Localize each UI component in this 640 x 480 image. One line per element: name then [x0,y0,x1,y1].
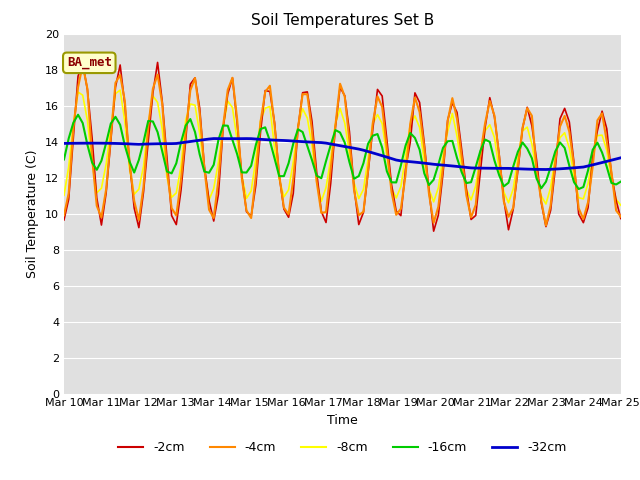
Title: Soil Temperatures Set B: Soil Temperatures Set B [251,13,434,28]
Y-axis label: Soil Temperature (C): Soil Temperature (C) [26,149,40,278]
Text: BA_met: BA_met [67,56,112,69]
X-axis label: Time: Time [327,414,358,427]
Legend: -2cm, -4cm, -8cm, -16cm, -32cm: -2cm, -4cm, -8cm, -16cm, -32cm [113,436,572,459]
